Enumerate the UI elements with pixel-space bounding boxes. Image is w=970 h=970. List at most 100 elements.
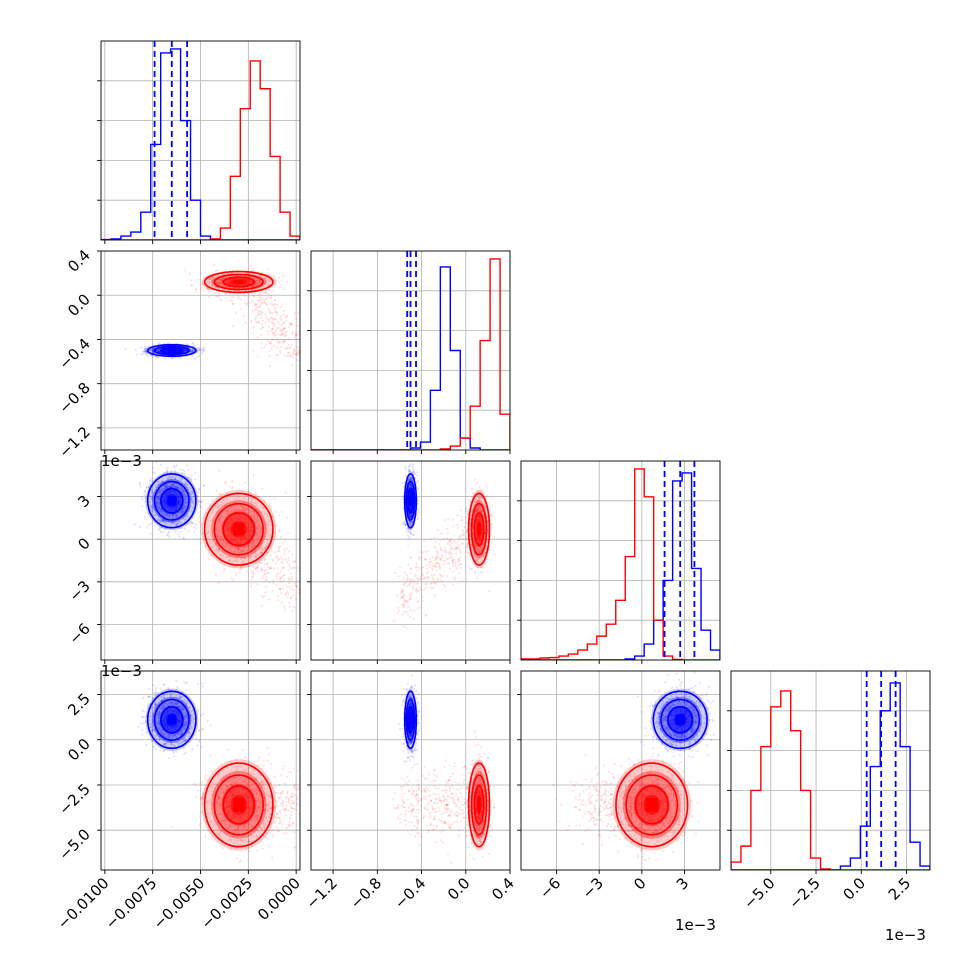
- scatter-point: [307, 596, 309, 598]
- scatter-point: [236, 293, 239, 296]
- scatter-point: [173, 513, 176, 516]
- scatter-point: [183, 510, 186, 513]
- scatter-point: [243, 509, 246, 512]
- scatter-point: [151, 497, 154, 500]
- scatter-point: [256, 534, 259, 537]
- scatter-point: [409, 478, 412, 481]
- scatter-point: [184, 349, 188, 352]
- scatter-point: [195, 527, 198, 530]
- scatter-point: [319, 593, 321, 595]
- scatter-point: [265, 572, 269, 575]
- scatter-point: [157, 483, 160, 486]
- scatter-point: [157, 506, 160, 510]
- scatter-point: [212, 279, 215, 282]
- scatter-point: [209, 284, 212, 287]
- scatter-point: [239, 298, 242, 301]
- scatter-point: [211, 284, 214, 287]
- scatter-point: [259, 328, 262, 331]
- scatter-point: [183, 497, 186, 500]
- scatter-point: [274, 279, 277, 282]
- scatter-point: [222, 284, 225, 287]
- scatter-point: [255, 555, 258, 558]
- scatter-point: [285, 516, 288, 519]
- scatter-point: [183, 507, 186, 510]
- scatter-point: [218, 518, 221, 521]
- scatter-point: [203, 542, 207, 545]
- scatter-point: [146, 353, 149, 356]
- scatter-point: [239, 307, 242, 310]
- scatter-point: [407, 479, 410, 482]
- scatter-point: [186, 476, 189, 479]
- scatter-point: [165, 469, 168, 472]
- scatter-point: [282, 579, 285, 582]
- scatter-point: [252, 284, 255, 287]
- scatter-point: [160, 507, 163, 510]
- scatter-point: [271, 559, 275, 562]
- scatter-point: [151, 505, 154, 508]
- scatter-point: [243, 301, 246, 304]
- scatter-point: [288, 347, 291, 350]
- scatter-point: [221, 277, 224, 280]
- scatter-point: [159, 493, 162, 496]
- scatter-point: [179, 510, 183, 514]
- scatter-point: [193, 526, 196, 529]
- scatter-point: [144, 350, 147, 353]
- scatter-point: [304, 346, 306, 348]
- scatter-point: [256, 564, 259, 567]
- scatter-point: [260, 301, 263, 304]
- scatter-point: [287, 577, 290, 580]
- scatter-point: [264, 313, 267, 316]
- scatter-point: [144, 491, 147, 494]
- scatter-point: [152, 351, 155, 354]
- scatter-point: [255, 320, 258, 323]
- scatter-point: [224, 481, 227, 484]
- scatter-point: [210, 554, 213, 557]
- scatter-point: [266, 296, 269, 299]
- scatter-point: [170, 523, 173, 526]
- scatter-point: [200, 532, 204, 535]
- scatter-point: [265, 525, 268, 528]
- scatter-point: [258, 292, 261, 295]
- scatter-point: [145, 352, 148, 356]
- scatter-point: [287, 592, 290, 596]
- scatter-point: [157, 501, 160, 504]
- scatter-point: [250, 575, 253, 578]
- scatter-point: [250, 555, 253, 558]
- scatter-point: [263, 302, 266, 305]
- scatter-point: [177, 479, 180, 482]
- scatter-point: [281, 341, 284, 344]
- scatter-point: [143, 349, 146, 352]
- scatter-point: [252, 474, 255, 477]
- scatter-point: [318, 568, 320, 570]
- scatter-point: [270, 549, 273, 552]
- scatter-point: [265, 563, 268, 566]
- scatter-point: [231, 302, 234, 305]
- scatter-point: [172, 484, 175, 487]
- scatter-point: [258, 547, 261, 550]
- scatter-point: [281, 562, 284, 565]
- scatter-point: [243, 286, 246, 289]
- scatter-point: [268, 520, 271, 523]
- scatter-point: [292, 567, 295, 570]
- scatter-point: [274, 555, 278, 558]
- scatter-point: [287, 337, 290, 340]
- contour-line: [222, 512, 256, 547]
- scatter-point: [254, 501, 257, 505]
- scatter-point: [186, 343, 189, 346]
- scatter-point: [167, 531, 170, 534]
- scatter-point: [182, 510, 185, 513]
- scatter-point: [278, 558, 281, 561]
- scatter-point: [278, 579, 281, 582]
- scatter-point: [248, 510, 251, 513]
- scatter-point: [312, 352, 314, 354]
- scatter-point: [207, 281, 210, 285]
- scatter-point: [209, 542, 212, 545]
- scatter-point: [218, 518, 221, 521]
- scatter-point: [252, 569, 255, 573]
- scatter-point: [314, 587, 316, 589]
- scatter-point: [192, 349, 195, 352]
- scatter-point: [149, 348, 152, 351]
- scatter-point: [177, 487, 180, 490]
- scatter-point: [163, 484, 166, 487]
- scatter-point: [269, 566, 272, 569]
